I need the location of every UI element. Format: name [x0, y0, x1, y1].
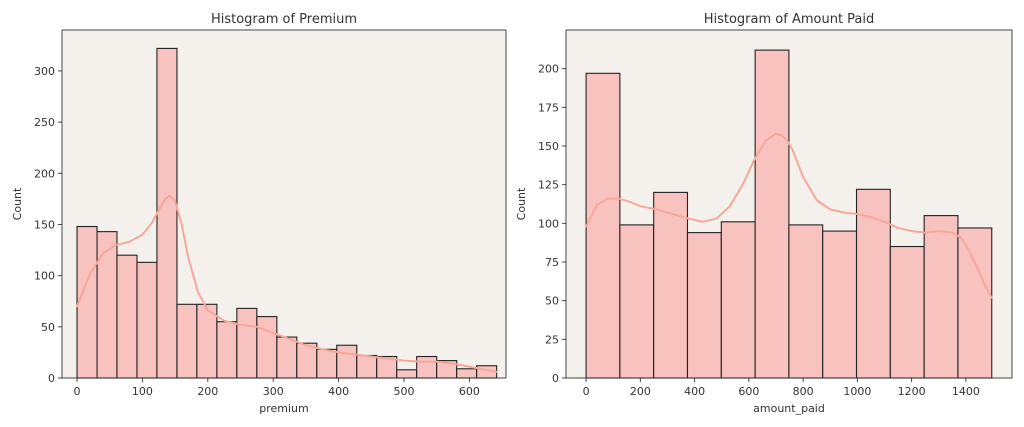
y-tick-label: 150	[538, 140, 559, 153]
x-tick-label: 200	[630, 385, 651, 398]
histogram-bar	[653, 191, 689, 379]
amount-paid-histogram-panel: 0 200 400 600 800 1000 1200 1400 0 25 50 75 100 125 15…	[515, 12, 1013, 415]
x-tick-label: 500	[393, 385, 414, 398]
histogram-bar	[416, 355, 438, 379]
x-axis-label: premium	[259, 402, 309, 415]
chart-title: Histogram of Premium	[211, 12, 357, 27]
x-tick-label: 1200	[898, 385, 926, 398]
histogram-bar	[96, 231, 118, 379]
histogram-bar	[720, 221, 756, 379]
y-tick-label: 75	[545, 256, 559, 269]
axes-frame	[61, 29, 507, 379]
histogram-bar	[216, 321, 238, 379]
histogram-bar	[356, 354, 378, 379]
kde-line	[585, 132, 993, 299]
histogram-bar	[822, 230, 858, 379]
histogram-bar	[76, 225, 98, 379]
y-axis-label: Count	[11, 187, 24, 220]
histogram-bar	[788, 224, 824, 379]
x-tick-label: 400	[328, 385, 349, 398]
x-tick-label: 400	[684, 385, 705, 398]
x-tick-label: 0	[74, 385, 81, 398]
y-axis-label: Count	[515, 187, 528, 220]
histogram-bar	[585, 72, 621, 379]
x-tick-label: 200	[197, 385, 218, 398]
histogram-bar	[116, 254, 138, 379]
kde-line	[76, 194, 498, 373]
histogram-bar	[316, 348, 338, 379]
histogram-bar	[456, 368, 478, 379]
y-tick-label: 300	[34, 65, 55, 78]
y-tick-label: 25	[545, 333, 559, 346]
y-tick-label: 200	[538, 63, 559, 76]
histogram-bar	[889, 245, 925, 379]
histogram-bar	[236, 307, 258, 379]
histogram-bar	[923, 215, 959, 379]
premium-histogram-panel: 0 100 200 300 400 500 600 0 50 100 150 200 250 300 His…	[11, 12, 507, 415]
histogram-bar	[136, 261, 158, 379]
histogram-bar	[156, 47, 178, 379]
y-tick-label: 50	[41, 321, 55, 334]
x-tick-label: 600	[459, 385, 480, 398]
histogram-bar	[176, 303, 198, 379]
y-tick-label: 0	[48, 372, 55, 385]
x-axis-label: amount_paid	[753, 402, 825, 415]
chart-title: Histogram of Amount Paid	[704, 12, 875, 27]
histogram-bar	[396, 369, 418, 379]
y-tick-label: 100	[538, 217, 559, 230]
y-tick-label: 175	[538, 101, 559, 114]
y-tick-label: 150	[34, 218, 55, 231]
histogram-bar	[619, 224, 655, 379]
y-tick-label: 0	[552, 372, 559, 385]
histogram-bar	[957, 227, 993, 379]
y-tick-label: 50	[545, 295, 559, 308]
x-tick-label: 1000	[843, 385, 871, 398]
histogram-bar	[336, 344, 358, 379]
y-tick-label: 250	[34, 116, 55, 129]
histogram-bar	[256, 316, 278, 379]
histogram-bar	[754, 49, 790, 379]
x-tick-label: 300	[263, 385, 284, 398]
x-tick-label: 1400	[952, 385, 980, 398]
x-tick-label: 800	[793, 385, 814, 398]
histogram-bar	[296, 342, 318, 379]
x-tick-label: 100	[132, 385, 153, 398]
x-tick-label: 0	[583, 385, 590, 398]
y-tick-label: 125	[538, 179, 559, 192]
histogram-bar	[686, 232, 722, 379]
histogram-bar	[276, 336, 298, 379]
axes-frame	[565, 29, 1013, 379]
y-tick-label: 100	[34, 270, 55, 283]
x-tick-label: 600	[738, 385, 759, 398]
y-tick-label: 200	[34, 167, 55, 180]
